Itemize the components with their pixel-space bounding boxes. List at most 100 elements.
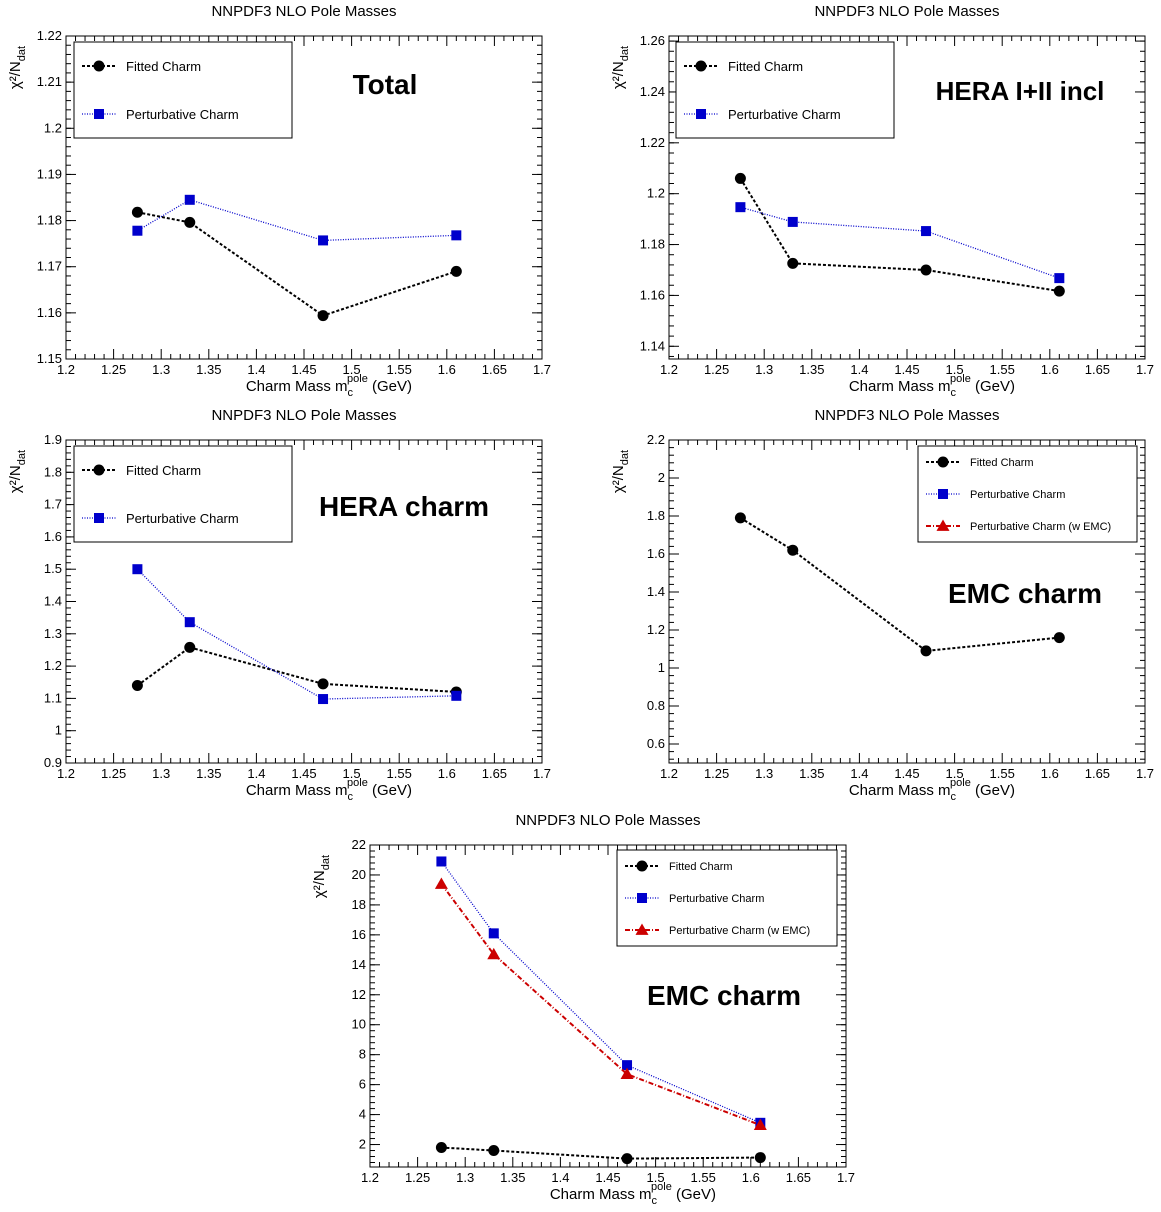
x-tick-label: 1.2 [660, 362, 678, 377]
data-point [753, 1118, 767, 1130]
x-tick-label: 1.5 [343, 362, 361, 377]
panel-annotation: EMC charm [948, 578, 1102, 609]
y-tick-label: 1.24 [640, 84, 665, 99]
y-tick-label: 1.19 [37, 166, 62, 181]
legend-label: Fitted Charm [126, 59, 201, 74]
legend-label: Perturbative Charm [126, 511, 239, 526]
legend-box [73, 445, 293, 543]
data-point [620, 1067, 634, 1080]
x-tick-label: 1.65 [482, 766, 507, 781]
y-tick-label: 1.16 [37, 305, 62, 320]
y-tick-label: 1.2 [44, 120, 62, 135]
y-tick-label: 8 [359, 1047, 366, 1062]
y-tick-label: 1.2 [647, 186, 665, 201]
x-tick-label: 1.55 [990, 766, 1015, 781]
chart-panel-2: NNPDF3 NLO Pole Masses 1.2 1.25 1.3 1.35 1.4 1… [610, 3, 1154, 399]
chart-title: NNPDF3 NLO Pole Masses [814, 407, 999, 424]
x-tick-label: 1.6 [438, 362, 456, 377]
y-tick-label: 12 [352, 987, 366, 1002]
data-point [621, 1153, 633, 1165]
legend-box [73, 41, 293, 139]
legend-marker [636, 860, 648, 872]
x-tick-label: 1.35 [196, 766, 221, 781]
y-axis-label: χ²/Ndat [610, 450, 631, 493]
y-axis-label: χ²/Ndat [7, 46, 28, 89]
x-tick-label: 1.6 [1041, 362, 1059, 377]
y-tick-label: 1.4 [647, 584, 665, 599]
legend-label: Perturbative Charm [970, 489, 1065, 501]
data-point [622, 1060, 633, 1071]
y-tick-label: 1.1 [44, 690, 62, 705]
y-tick-label: 1.9 [44, 432, 62, 447]
x-tick-label: 1.2 [361, 1170, 379, 1185]
x-tick-label: 1.7 [837, 1170, 855, 1185]
x-tick-label: 1.6 [438, 766, 456, 781]
x-tick-label: 1.3 [755, 362, 773, 377]
y-tick-label: 1.15 [37, 351, 62, 366]
data-point [318, 235, 329, 246]
y-tick-label: 1.18 [640, 237, 665, 252]
data-point [734, 172, 746, 184]
y-tick-label: 4 [359, 1107, 366, 1122]
legend-marker [93, 60, 105, 72]
chart-panel-4: NNPDF3 NLO Pole Masses 1.2 1.25 1.3 1.35 1.4 1… [610, 407, 1154, 803]
legend-marker [94, 109, 104, 119]
x-tick-label: 1.55 [990, 362, 1015, 377]
data-point [132, 564, 143, 575]
x-tick-label: 1.45 [291, 362, 316, 377]
x-tick-label: 1.45 [894, 362, 919, 377]
data-point [451, 230, 462, 241]
x-tick-label: 1.7 [1136, 362, 1154, 377]
legend: Fitted Charm Perturbative Charm Perturbati… [917, 445, 1138, 543]
legend-label: Fitted Charm [970, 457, 1034, 469]
data-point [920, 264, 932, 276]
x-tick-label: 1.65 [1085, 362, 1110, 377]
x-tick-label: 1.65 [482, 362, 507, 377]
chart-title: NNPDF3 NLO Pole Masses [515, 812, 700, 829]
series-line [441, 1146, 761, 1160]
y-tick-label: 1.26 [640, 33, 665, 48]
x-tick-label: 1.45 [291, 766, 316, 781]
x-tick-label: 1.7 [533, 362, 551, 377]
y-tick-label: 1.6 [647, 546, 665, 561]
data-point [184, 194, 195, 205]
chart-panel-1: NNPDF3 NLO Pole Masses 1.2 1.25 1.3 1.35 1.4 1… [7, 3, 551, 399]
y-tick-label: 2.2 [647, 432, 665, 447]
y-tick-label: 2 [359, 1137, 366, 1152]
data-point [734, 512, 746, 524]
y-tick-label: 1.8 [647, 508, 665, 523]
x-tick-label: 1.25 [704, 362, 729, 377]
legend-label: Perturbative Charm [669, 893, 764, 905]
x-tick-label: 1.4 [247, 766, 265, 781]
y-axis-label: χ²/Ndat [610, 46, 631, 89]
data-point [920, 645, 932, 657]
x-tick-label: 1.55 [691, 1170, 716, 1185]
x-tick-label: 1.5 [647, 1170, 665, 1185]
legend-label: Perturbative Charm (w EMC) [970, 521, 1111, 533]
x-tick-label: 1.4 [850, 362, 868, 377]
x-tick-label: 1.4 [247, 362, 265, 377]
series-perturbative-charm-w-emc- [434, 877, 767, 1130]
legend-marker [94, 513, 104, 523]
data-point [1053, 285, 1065, 297]
x-tick-label: 1.55 [387, 766, 412, 781]
y-tick-label: 1 [55, 723, 62, 738]
series-line [136, 568, 457, 700]
series-fitted-charm [734, 172, 1065, 297]
x-tick-label: 1.45 [894, 766, 919, 781]
x-tick-label: 1.25 [405, 1170, 430, 1185]
legend-marker [938, 489, 948, 499]
y-tick-label: 1.7 [44, 497, 62, 512]
data-point [787, 544, 799, 556]
x-tick-label: 1.7 [533, 766, 551, 781]
y-tick-label: 18 [352, 897, 366, 912]
x-axis-label: Charm Mass mcpole (GeV) [246, 373, 412, 399]
y-tick-label: 1.2 [647, 622, 665, 637]
chart-title: NNPDF3 NLO Pole Masses [814, 3, 999, 20]
x-tick-label: 1.35 [799, 766, 824, 781]
legend-marker [93, 464, 105, 476]
y-tick-label: 1.22 [37, 28, 62, 43]
x-tick-label: 1.45 [595, 1170, 620, 1185]
series-fitted-charm [435, 1142, 766, 1165]
